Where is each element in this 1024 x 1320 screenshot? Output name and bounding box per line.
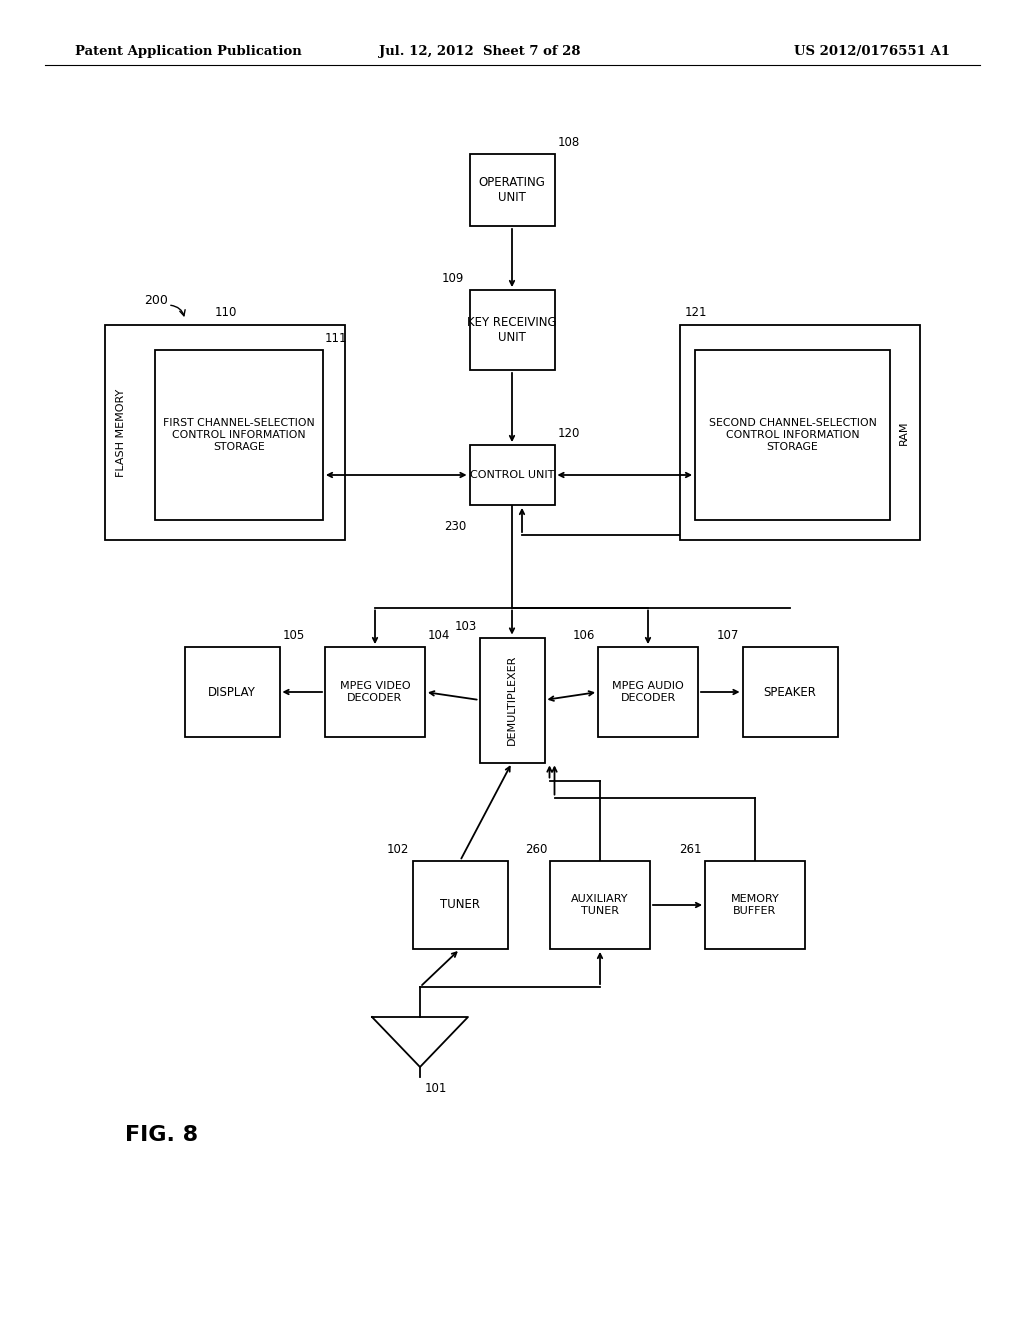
Text: 260: 260 [524,843,547,855]
Text: 120: 120 [557,426,580,440]
Text: FIG. 8: FIG. 8 [125,1125,198,1144]
Text: OPERATING
UNIT: OPERATING UNIT [478,176,546,205]
Bar [184,647,280,737]
Text: SECOND CHANNEL-SELECTION
CONTROL INFORMATION
STORAGE: SECOND CHANNEL-SELECTION CONTROL INFORMA… [709,418,877,451]
Bar [598,647,698,737]
Text: 200: 200 [144,293,168,306]
Text: 108: 108 [557,136,580,149]
Text: DISPLAY: DISPLAY [208,685,256,698]
Bar [550,861,650,949]
Text: 105: 105 [283,630,305,642]
Text: 101: 101 [425,1082,447,1096]
Bar [155,350,323,520]
Text: FIRST CHANNEL-SELECTION
CONTROL INFORMATION
STORAGE: FIRST CHANNEL-SELECTION CONTROL INFORMAT… [163,418,314,451]
Bar [479,638,545,763]
Text: 261: 261 [680,843,702,855]
Text: Jul. 12, 2012  Sheet 7 of 28: Jul. 12, 2012 Sheet 7 of 28 [379,45,581,58]
Bar [695,350,890,520]
Text: 107: 107 [717,630,739,642]
Text: MPEG VIDEO
DECODER: MPEG VIDEO DECODER [340,681,411,702]
Text: 106: 106 [572,630,595,642]
Text: MEMORY
BUFFER: MEMORY BUFFER [731,894,779,916]
Bar [413,861,508,949]
Bar [680,325,920,540]
Bar [705,861,805,949]
Text: TUNER: TUNER [440,899,480,912]
Text: US 2012/0176551 A1: US 2012/0176551 A1 [794,45,950,58]
Text: SPEAKER: SPEAKER [764,685,816,698]
Text: 102: 102 [387,843,410,855]
Text: 104: 104 [428,630,451,642]
Bar [469,290,555,370]
Text: 111: 111 [325,333,347,345]
Text: MPEG AUDIO
DECODER: MPEG AUDIO DECODER [612,681,684,702]
Bar [469,445,555,506]
Bar [325,647,425,737]
Bar [469,154,555,226]
Text: 121: 121 [685,306,708,319]
Text: AUXILIARY
TUNER: AUXILIARY TUNER [571,894,629,916]
Text: FLASH MEMORY: FLASH MEMORY [116,388,126,477]
Text: 230: 230 [444,520,467,533]
Text: RAM: RAM [899,420,909,445]
Text: KEY RECEIVING
UNIT: KEY RECEIVING UNIT [467,315,557,345]
Text: 109: 109 [442,272,465,285]
Text: Patent Application Publication: Patent Application Publication [75,45,302,58]
Text: CONTROL UNIT: CONTROL UNIT [470,470,554,480]
Bar [742,647,838,737]
Text: DEMULTIPLEXER: DEMULTIPLEXER [507,655,517,746]
Text: 110: 110 [215,306,238,319]
Bar [105,325,345,540]
Text: 103: 103 [455,619,476,632]
